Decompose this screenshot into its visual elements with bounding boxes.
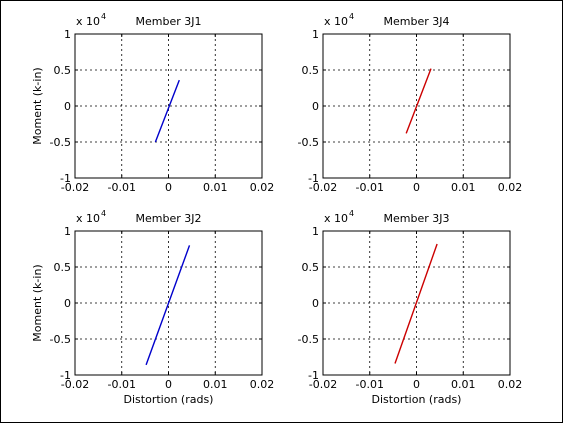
chart-title: Member 3J4 [384, 15, 450, 28]
series-line [154, 79, 180, 143]
y-tick-label: -1 [60, 369, 71, 382]
y-multiplier-base: x 10 [76, 212, 100, 225]
y-tick-label: -0.5 [298, 333, 319, 346]
subplot-4: -0.02 -0.01 0 0.01 0.02 1 0.5 0 -0.5 -1 Member 3J3… [298, 209, 523, 406]
x-tick-label: -0.02 [61, 181, 89, 194]
x-tick-label: 0.02 [498, 181, 523, 194]
x-tick-label: -0.01 [356, 181, 384, 194]
y-multiplier-base: x 10 [324, 15, 348, 28]
y-multiplier-exponent: 4 [101, 209, 106, 218]
x-tick-label: 0 [165, 181, 172, 194]
series-line [145, 245, 191, 366]
y-multiplier-base: x 10 [76, 15, 100, 28]
y-tick-label: -0.5 [50, 333, 71, 346]
y-multiplier-exponent: 4 [349, 209, 354, 218]
y-tick-label: 0 [312, 297, 319, 310]
x-axis-label: Distortion (rads) [372, 393, 462, 406]
subplot-1: -0.02 -0.01 0 0.01 0.02 1 0.5 0 -0.5 -1 Member 3J1… [31, 12, 274, 194]
x-tick-label: 0.02 [250, 181, 275, 194]
y-tick-label: 0.5 [54, 261, 72, 274]
y-tick-label: 1 [312, 225, 319, 238]
x-tick-label: 0 [413, 378, 420, 391]
y-tick-label: 0 [312, 100, 319, 113]
y-tick-label: -1 [308, 172, 319, 185]
y-multiplier-exponent: 4 [101, 12, 106, 21]
y-tick-label: 0.5 [302, 261, 320, 274]
x-tick-label: 0 [165, 378, 172, 391]
subplot-3: -0.02 -0.01 0 0.01 0.02 1 0.5 0 -0.5 -1 Member 3J2… [31, 209, 274, 406]
y-multiplier-exponent: 4 [349, 12, 354, 21]
x-tick-label: 0.01 [451, 378, 476, 391]
x-tick-label: -0.02 [309, 378, 337, 391]
y-tick-label: 0.5 [54, 64, 72, 77]
x-tick-label: 0.01 [451, 181, 476, 194]
x-tick-label: 0.01 [203, 378, 228, 391]
chart-title: Member 3J1 [136, 15, 202, 28]
y-tick-label: -0.5 [298, 136, 319, 149]
y-tick-label: 0 [64, 297, 71, 310]
x-tick-label: 0 [413, 181, 420, 194]
x-tick-label: 0.02 [498, 378, 523, 391]
y-tick-label: 1 [64, 28, 71, 41]
y-tick-label: -1 [308, 369, 319, 382]
y-axis-label: Moment (k-in) [31, 264, 44, 341]
x-tick-label: -0.02 [61, 378, 89, 391]
y-axis-label: Moment (k-in) [31, 67, 44, 144]
chart-title: Member 3J3 [384, 212, 450, 225]
y-multiplier-base: x 10 [324, 212, 348, 225]
chart-title: Member 3J2 [136, 212, 202, 225]
x-tick-label: 0.01 [203, 181, 228, 194]
x-tick-label: 0.02 [250, 378, 275, 391]
x-tick-label: -0.01 [356, 378, 384, 391]
x-tick-label: -0.02 [309, 181, 337, 194]
series-line [394, 243, 438, 364]
y-tick-label: 1 [312, 28, 319, 41]
y-tick-label: 1 [64, 225, 71, 238]
x-tick-label: -0.01 [108, 378, 136, 391]
y-tick-label: 0 [64, 100, 71, 113]
x-tick-label: -0.01 [108, 181, 136, 194]
y-tick-label: -0.5 [50, 136, 71, 149]
y-tick-label: -1 [60, 172, 71, 185]
x-axis-label: Distortion (rads) [124, 393, 214, 406]
series-line [405, 68, 432, 134]
y-tick-label: 0.5 [302, 64, 320, 77]
subplot-2: -0.02 -0.01 0 0.01 0.02 1 0.5 0 -0.5 -1 Member 3J4… [298, 12, 523, 194]
